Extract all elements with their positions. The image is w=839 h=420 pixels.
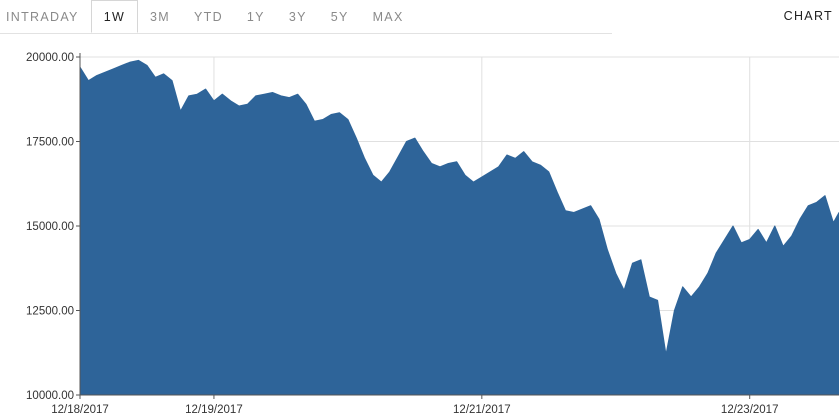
x-tick-label: 12/21/2017 — [453, 404, 511, 416]
tab-5y[interactable]: 5Y — [330, 9, 349, 24]
x-tick-label: 12/19/2017 — [185, 404, 243, 416]
tab-3y[interactable]: 3Y — [288, 9, 307, 24]
tab-1w[interactable]: 1W — [90, 0, 139, 33]
price-area-series — [79, 59, 839, 396]
chart-type-toggle[interactable]: CHART — [783, 9, 833, 23]
y-tick-label: 20000.00 — [26, 52, 74, 64]
range-tabs: INTRADAY 1W 3M YTD 1Y 3Y 5Y MAX — [0, 0, 416, 33]
x-tick-label: 12/23/2017 — [721, 404, 779, 416]
range-toolbar: INTRADAY 1W 3M YTD 1Y 3Y 5Y MAX CHART — [0, 0, 839, 34]
tab-max[interactable]: MAX — [372, 9, 404, 24]
y-tick-label: 15000.00 — [26, 221, 74, 233]
y-tick-label: 12500.00 — [26, 306, 74, 318]
tab-1y[interactable]: 1Y — [246, 9, 265, 24]
y-tick-label: 17500.00 — [26, 137, 74, 149]
tabs-divider — [0, 33, 612, 34]
y-tick-label: 10000.00 — [26, 390, 74, 402]
tab-3m[interactable]: 3M — [150, 9, 171, 24]
x-tick-label: 12/18/2017 — [51, 404, 109, 416]
tab-ytd[interactable]: YTD — [194, 9, 223, 24]
tab-intraday[interactable]: INTRADAY — [6, 9, 79, 24]
